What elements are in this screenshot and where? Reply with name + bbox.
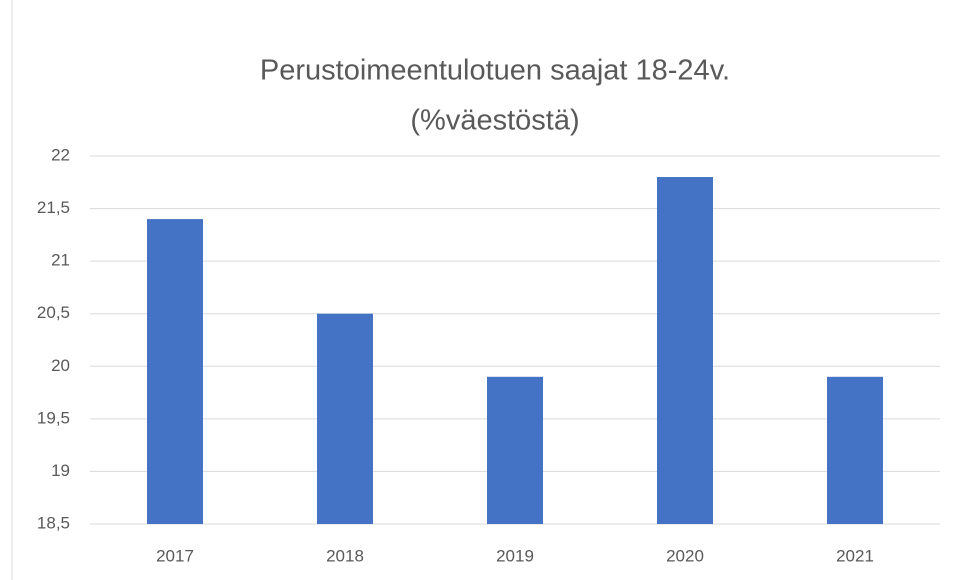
x-tick-label: 2020	[666, 546, 704, 565]
y-tick-label: 20	[51, 356, 70, 375]
y-tick-label: 21,5	[37, 198, 70, 217]
x-tick-label: 2021	[836, 546, 874, 565]
y-tick-label: 18,5	[37, 513, 70, 532]
bar	[827, 376, 883, 524]
x-tick-label: 2018	[326, 546, 364, 565]
x-tick-label: 2017	[156, 546, 194, 565]
y-tick-label: 22	[51, 145, 70, 164]
bar	[657, 177, 713, 524]
x-tick-label: 2019	[496, 546, 534, 565]
bar	[487, 376, 543, 524]
y-tick-label: 21	[51, 251, 70, 270]
chart-title: (%väestöstä)	[410, 105, 579, 137]
y-tick-label: 19,5	[37, 408, 70, 427]
bar	[317, 313, 373, 524]
y-tick-label: 19	[51, 461, 70, 480]
bar	[147, 219, 203, 525]
y-tick-label: 20,5	[37, 303, 70, 322]
chart-title: Perustoimeentulotuen saajat 18-24v.	[260, 55, 730, 87]
